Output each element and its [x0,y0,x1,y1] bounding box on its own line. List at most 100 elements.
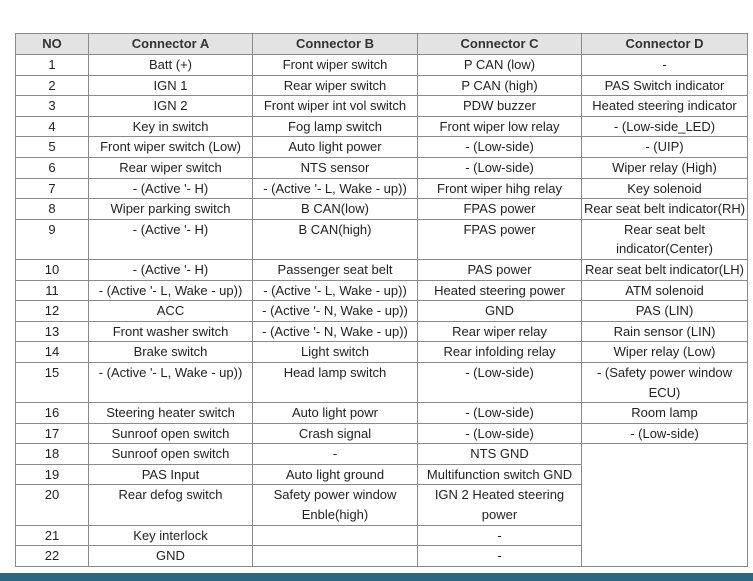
cell-no: 12 [15,300,89,322]
cell-connector-d: Room lamp [581,402,748,424]
cell-connector-c: IGN 2 Heated steering power [417,484,582,526]
cell-connector-d: Rear seat belt indicator(LH) [581,258,748,281]
cell-connector-c: - (Low-side) [417,156,582,179]
cell-connector-c: Front wiper low relay [417,115,582,138]
cell-connector-b: Fog lamp switch [252,115,418,138]
cell-connector-c: - (Low-side) [417,136,582,158]
cell-connector-a: Steering heater switch [88,402,253,424]
table-row: 2 IGN 1 Rear wiper switch P CAN (high) PAS S… [15,74,748,97]
cell-no: 16 [15,402,89,424]
cell-connector-d: ATM solenoid [581,279,748,302]
cell-connector-b: - (Active '- L, Wake - up)) [252,279,418,302]
cell-no: 7 [15,177,89,200]
cell-no: 20 [15,484,89,526]
cell-connector-a: - (Active '- H) [88,177,253,200]
cell-connector-c: PAS power [417,258,582,281]
cell-connector-d: - (UIP) [581,136,748,158]
cell-connector-c: PDW buzzer [417,95,582,117]
table-row: 22 GND - [15,545,748,567]
cell-no: 11 [15,279,89,302]
cell-connector-b [252,545,418,567]
cell-connector-b: - [252,443,418,465]
cell-connector-d: - (Low-side) [581,422,748,445]
table-row: 8 Wiper parking switch B CAN(low) FPAS powe… [15,198,748,220]
cell-connector-c: - (Low-side) [417,402,582,424]
cell-no: 21 [15,524,89,547]
cell-connector-c: - (Low-side) [417,361,582,404]
cell-connector-a: - (Active '- H) [88,218,253,260]
cell-connector-b: Light switch [252,341,418,363]
cell-connector-c: GND [417,300,582,322]
cell-connector-c: Heated steering power [417,279,582,302]
table-row: 5 Front wiper switch (Low) Auto light powe… [15,136,748,158]
footer-bar [0,573,753,581]
cell-connector-b: B CAN(low) [252,198,418,220]
cell-connector-a: GND [88,545,253,567]
cell-connector-d: Wiper relay (Low) [581,341,748,363]
cell-connector-d: Rear seat belt indicator(Center) [581,218,748,260]
table-row: 7- (Active '- H) - (Active '- L, Wake - u… [15,177,748,200]
cell-connector-b: Passenger seat belt [252,258,418,281]
cell-connector-d: PAS Switch indicator [581,74,748,97]
cell-connector-b: NTS sensor [252,156,418,179]
cell-no: 1 [15,54,89,76]
cell-connector-c: - [417,545,582,567]
cell-connector-c: FPAS power [417,218,582,260]
cell-connector-d: Wiper relay (High) [581,156,748,179]
cell-connector-a: Rear wiper switch [88,156,253,179]
cell-no: 22 [15,545,89,567]
table-row: 17 Sunroof open switch Crash signal - (Low-… [15,422,748,445]
cell-connector-a: - (Active '- L, Wake - up)) [88,361,253,404]
cell-connector-b: - (Active '- N, Wake - up)) [252,320,418,343]
cell-no: 3 [15,95,89,117]
header-connector-a: Connector A [88,33,253,55]
table-body: 1 Batt (+) Front wiper switch P CAN (low) -2… [15,54,748,567]
cell-connector-c: P CAN (low) [417,54,582,76]
table-row: 16 Steering heater switch Auto light powr -… [15,402,748,424]
cell-connector-d: Rain sensor (LIN) [581,320,748,343]
cell-connector-a: Rear defog switch [88,484,253,526]
cell-no: 17 [15,422,89,445]
cell-no: 19 [15,463,89,486]
cell-no: 6 [15,156,89,179]
table-row: 20 Rear defog switch Safety power window E… [15,484,748,526]
cell-connector-c: - [417,524,582,547]
cell-connector-b [252,524,418,547]
cell-connector-a: Wiper parking switch [88,198,253,220]
table-row: 12 ACC - (Active '- N, Wake - up)) GND PAS (… [15,300,748,322]
cell-connector-b: Auto light ground [252,463,418,486]
table-row: 14 Brake switch Light switch Rear infolding… [15,341,748,363]
table-header-row: NO Connector A Connector B Connector C C… [15,33,748,55]
table-row: 13 Front washer switch - (Active '- N, Wak… [15,320,748,343]
cell-connector-c: Rear infolding relay [417,341,582,363]
cell-connector-a: Brake switch [88,341,253,363]
cell-connector-c: NTS GND [417,443,582,465]
table-row: 9- (Active '- H) B CAN(high) FPAS power Rea… [15,218,748,260]
cell-no: 5 [15,136,89,158]
cell-connector-c: P CAN (high) [417,74,582,97]
cell-connector-d: Heated steering indicator [581,95,748,117]
cell-no: 8 [15,198,89,220]
cell-connector-d: - (Low-side_LED) [581,115,748,138]
header-connector-d: Connector D [581,33,748,55]
cell-no: 10 [15,258,89,281]
cell-connector-a: Batt (+) [88,54,253,76]
cell-no: 14 [15,341,89,363]
table-row: 18 Sunroof open switch - NTS GND [15,443,748,567]
cell-connector-a: Sunroof open switch [88,422,253,445]
table-row: 11- (Active '- L, Wake - up)) - (Active '… [15,279,748,302]
table-row: 4 Key in switch Fog lamp switch Front wiper… [15,115,748,138]
table-row: 10- (Active '- H) Passenger seat belt PAS … [15,258,748,281]
cell-connector-b: Safety power window Enble(high) [252,484,418,526]
table-row: 15- (Active '- L, Wake - up)) Head lamp s… [15,361,748,404]
cell-connector-b: - (Active '- L, Wake - up)) [252,177,418,200]
cell-connector-c: - (Low-side) [417,422,582,445]
cell-connector-b: Crash signal [252,422,418,445]
cell-connector-a: Sunroof open switch [88,443,253,465]
cell-connector-a: - (Active '- H) [88,258,253,281]
header-no: NO [15,33,89,55]
cell-connector-d: Key solenoid [581,177,748,200]
cell-connector-b: Rear wiper switch [252,74,418,97]
cell-connector-b: - (Active '- N, Wake - up)) [252,300,418,322]
cell-no: 15 [15,361,89,404]
